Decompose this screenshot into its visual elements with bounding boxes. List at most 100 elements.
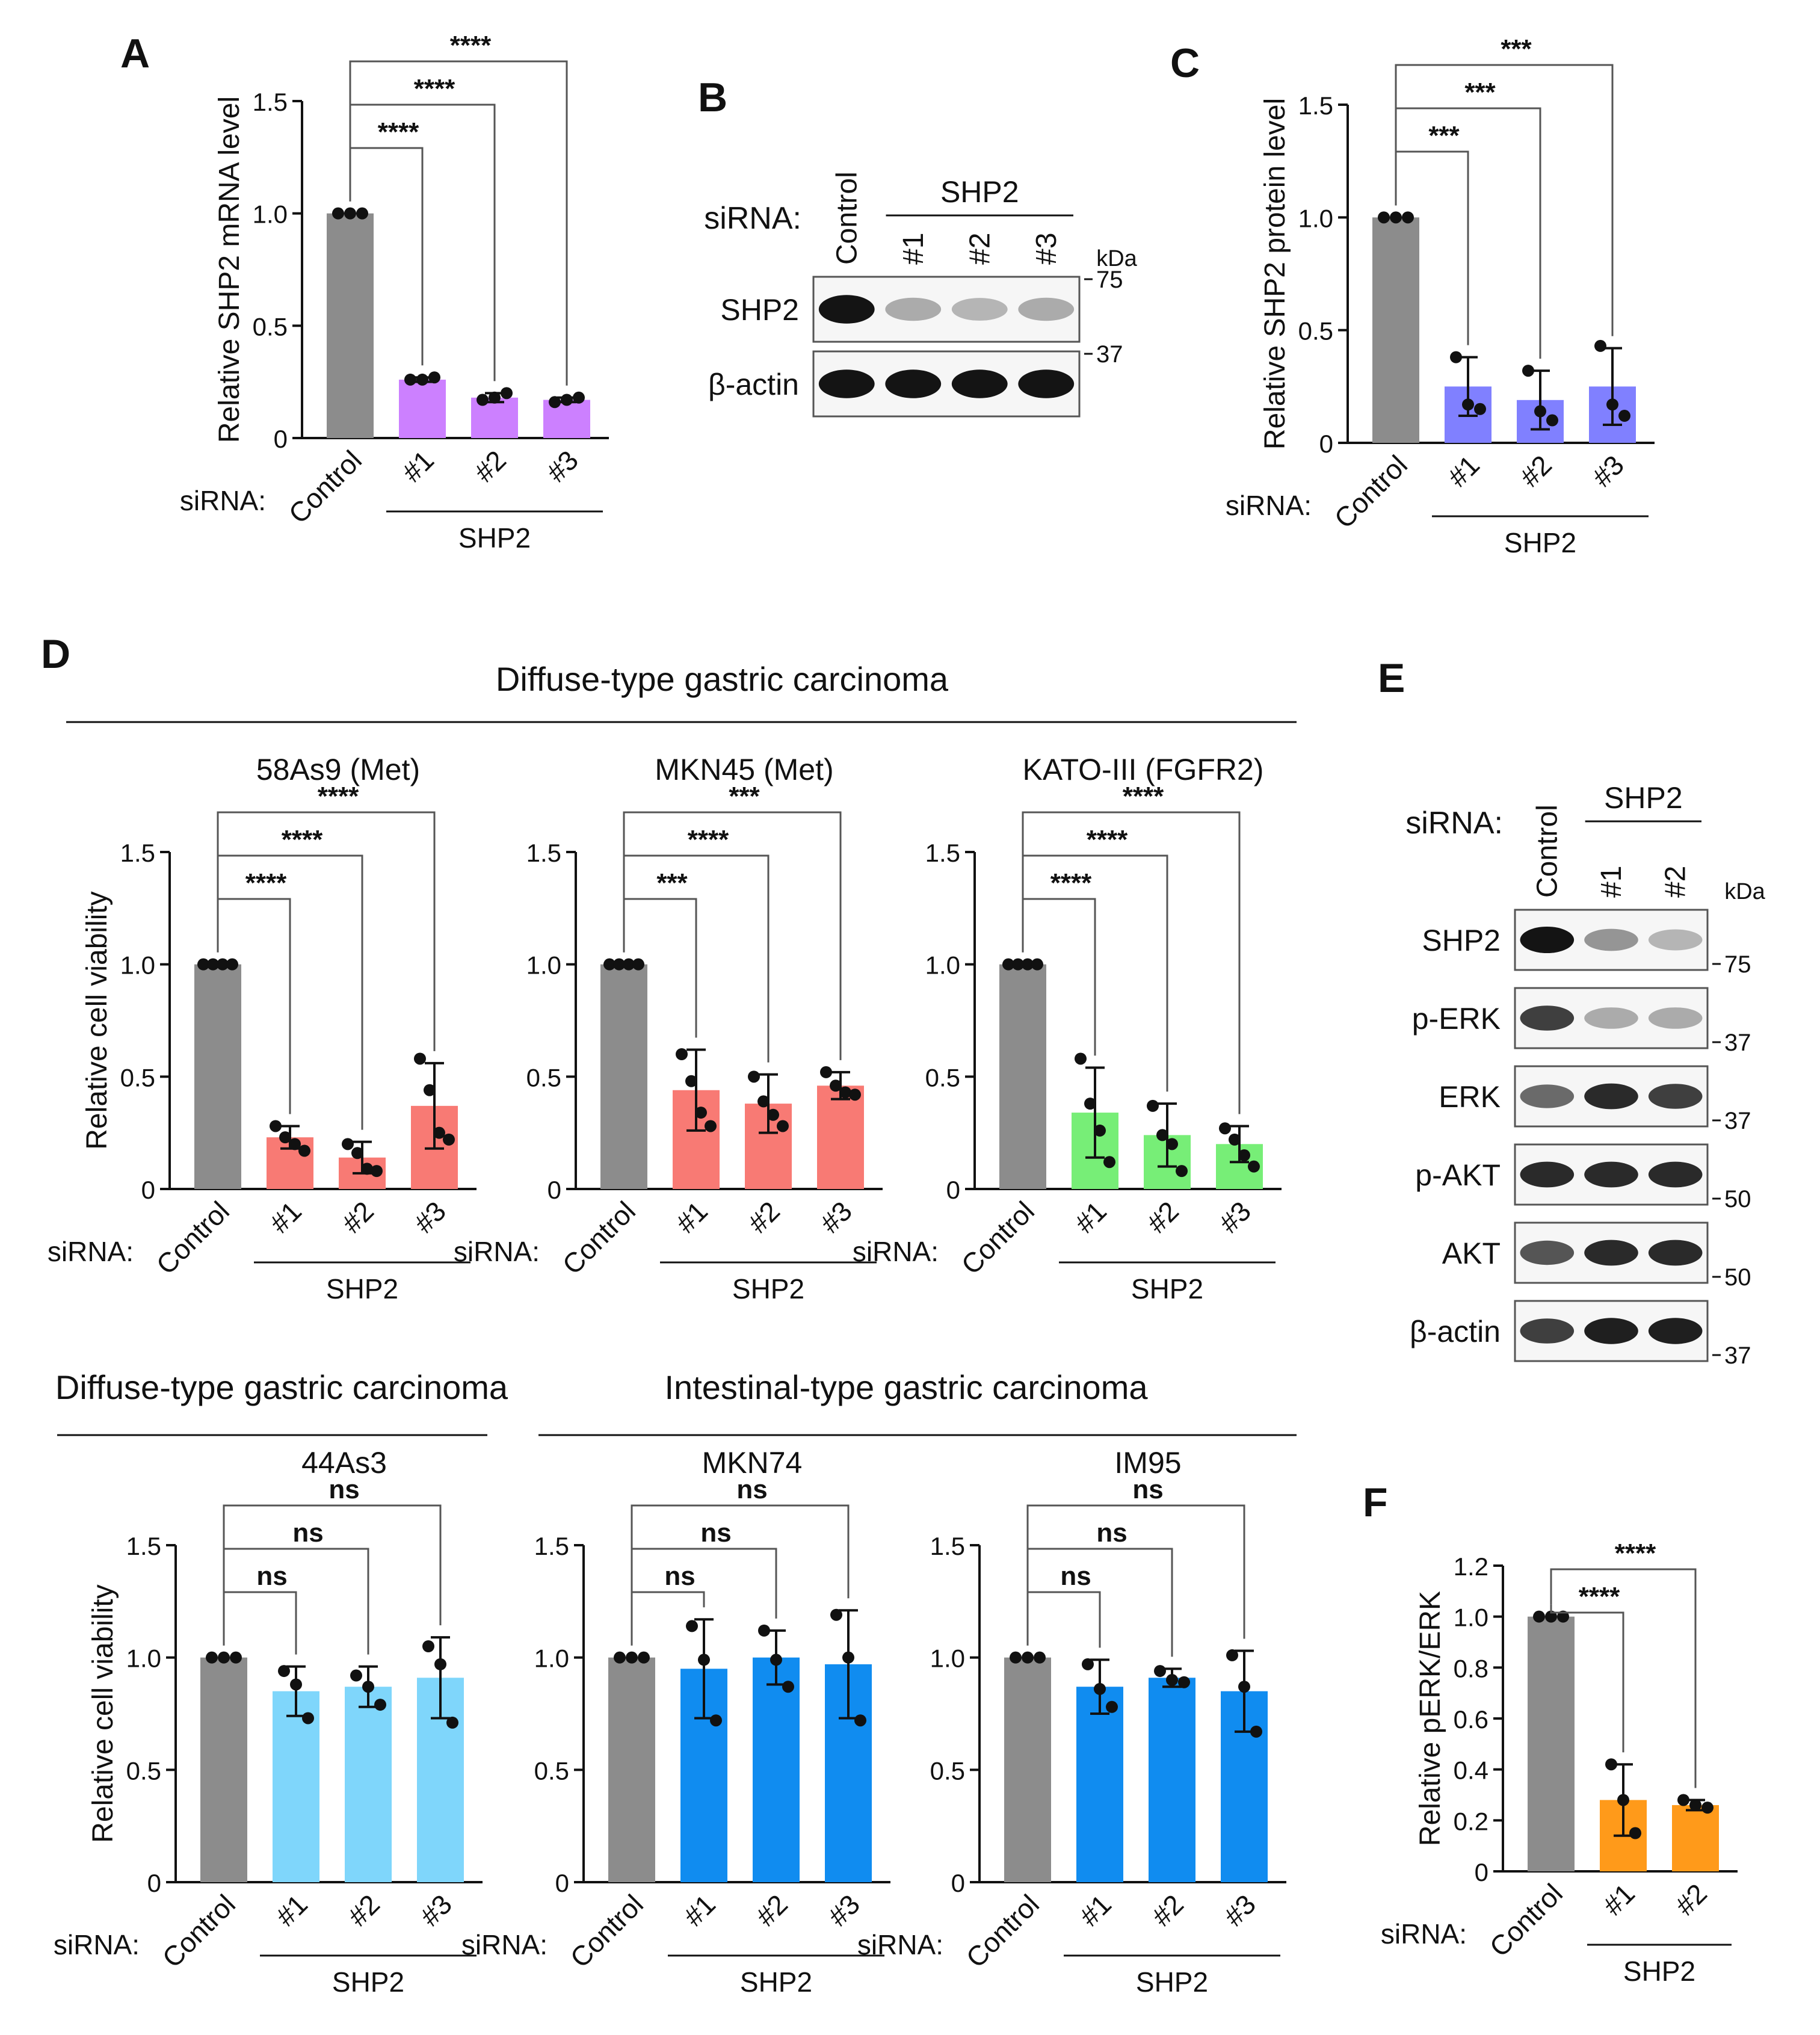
data-point (1002, 958, 1014, 971)
sirna-label: siRNA: (704, 201, 801, 236)
charts-layer: 0 0.5 1.0 1.5 Relative SHP2 mRNA level Contro… (48, 31, 1738, 1998)
data-point (1084, 1098, 1096, 1110)
bar (1004, 1657, 1051, 1882)
data-point (1594, 339, 1606, 352)
bar (817, 1085, 864, 1189)
data-point (1402, 211, 1414, 224)
significance-label: **** (1087, 825, 1128, 854)
x-tick-label: #2 (1141, 1195, 1185, 1239)
data-point (1557, 1610, 1569, 1623)
data-point (278, 1665, 290, 1678)
protein-band (1648, 1084, 1703, 1109)
marker-label: 37 (1724, 1030, 1751, 1056)
x-tick-label: #1 (1069, 1195, 1112, 1239)
y-tick-label: 1.5 (126, 1532, 161, 1560)
x-tick-label: #2 (342, 1888, 386, 1932)
chart-d5: 0 0.5 1.0 1.5 MKN74 Control #1 #2 #3 siRNA: SHP2 ns… (461, 1446, 890, 1998)
data-point (1075, 1052, 1087, 1065)
data-point (218, 1651, 230, 1664)
panel-label-a: A (120, 31, 150, 76)
bar (999, 964, 1046, 1189)
x-tick-label: #1 (1597, 1877, 1641, 1921)
x-tick-label: Control (564, 1888, 649, 1974)
y-axis-label: Relative SHP2 protein level (1259, 98, 1291, 449)
data-point (1022, 1651, 1034, 1664)
y-tick-label: 1.5 (253, 88, 288, 116)
data-point (1022, 958, 1034, 971)
y-tick-label: 1.5 (534, 1532, 569, 1560)
blot-row-label: ERK (1439, 1080, 1501, 1114)
x-tick-label: #2 (742, 1195, 786, 1239)
significance-label: *** (1501, 34, 1532, 64)
data-point (770, 1654, 782, 1666)
data-point (422, 1640, 434, 1652)
data-point (561, 394, 573, 406)
significance-bracket (623, 811, 842, 1060)
y-tick-label: 0 (951, 1869, 965, 1897)
data-point (414, 1052, 426, 1065)
significance-label: **** (318, 782, 359, 811)
data-point (446, 1716, 458, 1729)
y-tick-label: 0 (141, 1176, 155, 1204)
data-point (849, 1089, 861, 1101)
marker-label: 37 (1724, 1342, 1751, 1369)
data-point (344, 207, 356, 220)
data-point (1176, 1165, 1188, 1178)
western-blot-e: siRNA: Control #1 #2 SHP2 kDa SHP2 75 p-ERK 37 ERK… (1405, 781, 1765, 1369)
significance-bracket (223, 1591, 297, 1655)
group-label: SHP2 (332, 1966, 404, 1998)
data-point (842, 1651, 854, 1664)
panel-label-c: C (1170, 40, 1200, 86)
significance-bracket (1026, 1504, 1245, 1646)
y-tick-label: 0.6 (1454, 1705, 1488, 1734)
y-tick-label: 1.5 (930, 1532, 965, 1560)
data-point (613, 958, 625, 971)
protein-band (1520, 927, 1575, 953)
data-point (686, 1620, 698, 1632)
data-point (1248, 1160, 1260, 1173)
data-point (695, 1107, 707, 1119)
bar (345, 1687, 392, 1882)
chart-title: 58As9 (Met) (256, 753, 420, 786)
y-tick-label: 0.5 (1298, 317, 1333, 345)
marker-label: 75 (1724, 951, 1751, 978)
sirna-label: siRNA: (853, 1236, 939, 1267)
data-point (404, 373, 416, 386)
x-tick-label: #2 (336, 1195, 380, 1239)
blot-row-label: β-actin (1410, 1315, 1501, 1348)
y-tick-label: 0.5 (120, 1063, 155, 1092)
data-point (830, 1079, 842, 1092)
x-tick-label: #3 (408, 1195, 452, 1239)
y-tick-label: 0.5 (253, 312, 288, 341)
significance-label: **** (1615, 1539, 1656, 1568)
group-label: SHP2 (940, 175, 1019, 209)
data-point (757, 1095, 770, 1108)
x-tick-label: #3 (1586, 449, 1630, 493)
protein-band (1584, 1318, 1638, 1344)
group-label: SHP2 (1136, 1966, 1208, 1998)
data-point (549, 396, 561, 409)
x-tick-label: #3 (1213, 1195, 1257, 1239)
data-point (428, 371, 440, 384)
protein-band (1520, 1318, 1575, 1344)
data-point (1238, 1681, 1250, 1693)
lane-label: #1 (1596, 866, 1627, 898)
lane-label: #2 (964, 233, 996, 265)
y-tick-label: 1.0 (1298, 204, 1333, 232)
bar (327, 213, 374, 438)
panel-label-f: F (1363, 1480, 1388, 1525)
data-point (207, 958, 219, 971)
bar (1528, 1616, 1575, 1871)
data-point (362, 1681, 374, 1693)
data-point (371, 1165, 383, 1178)
x-tick-label: Control (282, 444, 368, 530)
significance-bracket (1395, 64, 1614, 336)
x-tick-label: #3 (540, 444, 584, 488)
data-point (1618, 410, 1630, 422)
data-point (489, 391, 501, 404)
protein-band (885, 297, 942, 321)
y-axis-label: Relative pERK/ERK (1414, 1591, 1446, 1846)
